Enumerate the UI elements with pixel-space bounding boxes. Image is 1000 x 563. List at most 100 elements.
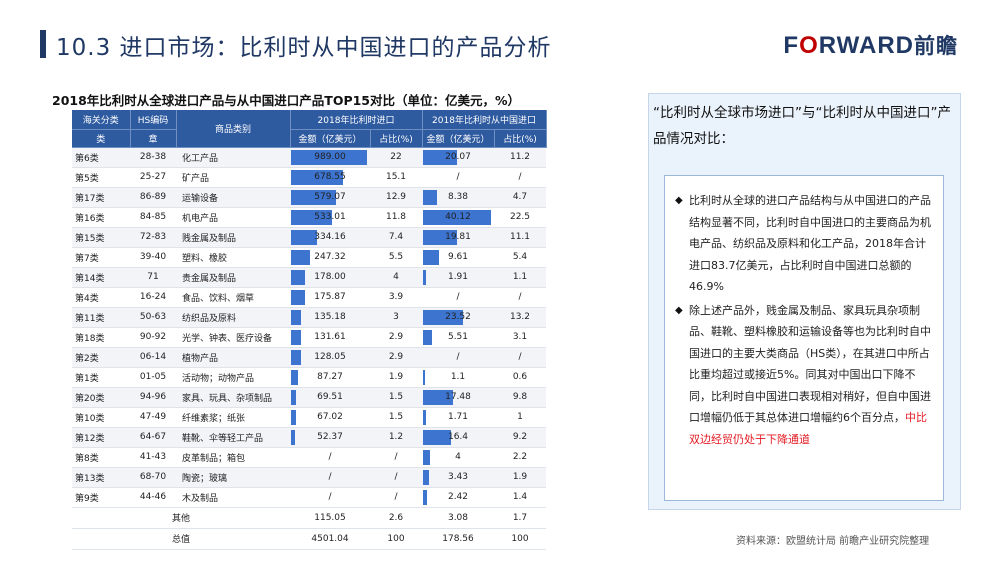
china-amount-cell: 3.43	[422, 467, 494, 488]
total-china-share: 100	[494, 528, 546, 550]
hs-chapter-cell: 25-27	[130, 167, 176, 188]
header-class-bottom: 类	[72, 129, 131, 148]
global-share-cell: /	[370, 447, 422, 468]
china-share-cell: 5.4	[494, 247, 546, 268]
global-amount-cell: 175.87	[290, 287, 370, 308]
hs-class-cell: 第8类	[72, 447, 130, 468]
summary-heading: “比利时从全球市场进口”与“比利时从中国进口”产品情况对比：	[653, 105, 951, 147]
china-share-cell: /	[494, 347, 546, 368]
china-amount-cell: 40.12	[422, 207, 494, 228]
total-china-amount: 178.56	[422, 528, 494, 550]
hs-chapter-cell: 64-67	[130, 427, 176, 448]
global-amount-cell: /	[290, 447, 370, 468]
china-amount-bar	[423, 449, 430, 465]
header-china-share: 占比(%)	[494, 129, 547, 148]
table-title: 2018年比利时从全球进口产品与从中国进口产品TOP15对比（单位：亿美元，%）	[52, 93, 521, 108]
hs-chapter-cell: 71	[130, 267, 176, 288]
global-amount-cell: /	[290, 467, 370, 488]
hs-class-cell: 第4类	[72, 287, 130, 308]
product-name-cell: 家具、玩具、杂项制品	[176, 387, 290, 408]
hs-chapter-cell: 68-70	[130, 467, 176, 488]
header-product: 商品类别	[176, 110, 291, 148]
china-share-cell: 13.2	[494, 307, 546, 328]
china-amount-bar	[423, 469, 429, 485]
hs-class-cell: 第13类	[72, 467, 130, 488]
china-amount-bar	[423, 249, 440, 265]
global-amount-bar	[291, 389, 297, 405]
product-name-cell: 光学、钟表、医疗设备	[176, 327, 290, 348]
china-amount-cell: /	[422, 347, 494, 368]
table-row: 第13类 68-70 陶瓷；玻璃 //3.43 1.9	[72, 467, 546, 488]
table-header-row-2: 类 章 金额（亿美元） 占比(%) 金额（亿美元） 占比(%)	[72, 129, 547, 148]
header-global-import: 2018年比利时进口	[290, 110, 423, 130]
china-share-cell: 0.6	[494, 367, 546, 388]
china-amount-cell: 2.42	[422, 487, 494, 508]
other-label: 其他	[72, 507, 290, 529]
hs-chapter-cell: 47-49	[130, 407, 176, 428]
page-title: 10.3 进口市场：比利时从中国进口的产品分析	[56, 35, 552, 61]
global-amount-bar	[291, 149, 367, 165]
global-share-cell: /	[370, 487, 422, 508]
global-share-cell: 1.5	[370, 387, 422, 408]
global-amount-bar	[291, 409, 297, 425]
product-name-cell: 运输设备	[176, 187, 290, 208]
china-share-cell: 1.9	[494, 467, 546, 488]
diamond-bullet-icon: ◆	[675, 195, 683, 206]
china-share-cell: 1	[494, 407, 546, 428]
hs-class-cell: 第10类	[72, 407, 130, 428]
global-amount-bar	[291, 329, 302, 345]
table-row-total: 总值 4501.04 100 178.56 100	[72, 528, 546, 550]
hs-chapter-cell: 44-46	[130, 487, 176, 508]
global-amount-cell: 533.01	[290, 207, 370, 228]
table-row: 第9类 44-46 木及制品 //2.42 1.4	[72, 487, 546, 508]
hs-chapter-cell: 16-24	[130, 287, 176, 308]
product-name-cell: 木及制品	[176, 487, 290, 508]
hs-chapter-cell: 84-85	[130, 207, 176, 228]
china-amount-cell: 19.81	[422, 227, 494, 248]
table-row: 第14类 71 贵金属及制品 178.00 4 1.91 1.1	[72, 267, 546, 288]
global-amount-bar	[291, 349, 301, 365]
total-label: 总值	[72, 528, 290, 550]
header-china-import: 2018年比利时从中国进口	[422, 110, 547, 130]
product-name-cell: 纺织品及原料	[176, 307, 290, 328]
global-amount-bar	[291, 429, 295, 445]
diamond-bullet-icon: ◆	[675, 304, 683, 316]
china-amount-cell: 16.4	[422, 427, 494, 448]
summary-box: ◆ 比利时从全球的进口产品结构与从中国进口的产品结构显著不同，比利时自中国进口的主…	[664, 175, 944, 501]
china-amount-bar	[423, 369, 425, 385]
china-amount-cell: 20.07	[422, 147, 494, 168]
china-amount-bar	[423, 329, 433, 345]
total-global-amount: 4501.04	[290, 528, 370, 550]
table-row: 第17类 86-89 运输设备 579.07 12.9 8.38 4.7	[72, 187, 546, 208]
table-row: 第12类 64-67 鞋靴、伞等轻工产品 52.37 1.2 16.4 9.2	[72, 427, 546, 448]
product-name-cell: 贱金属及制品	[176, 227, 290, 248]
china-amount-cell: 23.52	[422, 307, 494, 328]
china-share-cell: /	[494, 287, 546, 308]
global-amount-bar	[291, 229, 317, 245]
china-amount-bar	[423, 209, 491, 225]
china-amount-bar	[423, 409, 426, 425]
global-amount-cell: 131.61	[290, 327, 370, 348]
hs-chapter-cell: 94-96	[130, 387, 176, 408]
global-amount-cell: /	[290, 487, 370, 508]
global-amount-bar	[291, 309, 302, 325]
table-row: 第7类 39-40 塑料、橡胶 247.32 5.5 9.61 5.4	[72, 247, 546, 268]
hs-chapter-cell: 90-92	[130, 327, 176, 348]
hs-chapter-cell: 86-89	[130, 187, 176, 208]
summary-bullet-2: ◆ 除上述产品外，贱金属及制品、家具玩具杂项制品、鞋靴、塑料橡胶和运输设备等也为比…	[675, 300, 933, 451]
china-amount-cell: 1.71	[422, 407, 494, 428]
china-amount-bar	[423, 389, 453, 405]
global-amount-bar	[291, 269, 305, 285]
global-amount-bar	[291, 289, 305, 305]
global-share-cell: 12.9	[370, 187, 422, 208]
global-share-cell: 11.8	[370, 207, 422, 228]
global-share-cell: /	[370, 467, 422, 488]
table-row: 第16类 84-85 机电产品 533.01 11.8 40.12 22.5	[72, 207, 546, 228]
header-hs-class: 海关分类	[72, 110, 131, 130]
other-china-amount: 3.08	[422, 507, 494, 529]
china-share-cell: 11.1	[494, 227, 546, 248]
china-amount-cell: 1.1	[422, 367, 494, 388]
hs-class-cell: 第17类	[72, 187, 130, 208]
global-amount-bar	[291, 169, 344, 185]
table-header-row-1: 海关分类 HS编码 商品类别 2018年比利时进口 2018年比利时从中国进口	[72, 110, 547, 148]
